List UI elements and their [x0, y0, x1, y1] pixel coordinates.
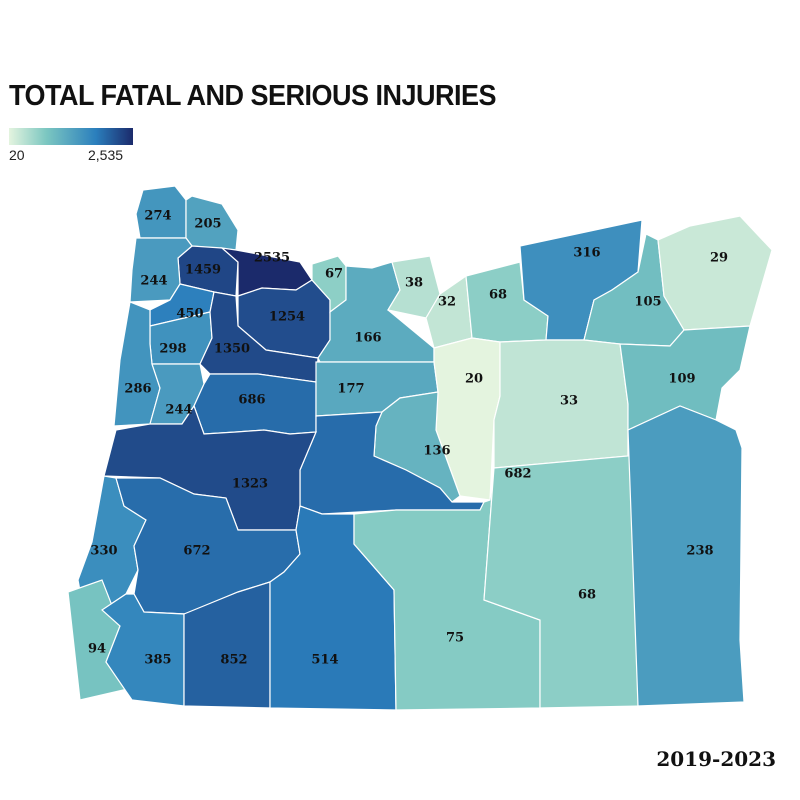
county-value-label: 94: [88, 642, 106, 657]
county-value-label: 1350: [214, 342, 250, 357]
county-value-label: 33: [560, 394, 578, 409]
county-109[interactable]: [619, 325, 751, 431]
date-range-label: 2019-2023: [656, 747, 776, 771]
county-value-label: 316: [573, 246, 600, 261]
county-value-label: 75: [446, 631, 464, 646]
county-value-label: 177: [337, 382, 364, 397]
county-value-label: 330: [90, 544, 117, 559]
county-value-label: 166: [354, 331, 381, 346]
county-value-label: 238: [686, 544, 713, 559]
county-value-label: 1323: [232, 477, 268, 492]
county-value-label: 298: [159, 342, 186, 357]
county-value-label: 67: [325, 267, 343, 282]
county-value-label: 1254: [269, 310, 305, 325]
county-514[interactable]: [269, 505, 397, 711]
county-value-label: 105: [634, 295, 661, 310]
county-value-label: 672: [183, 544, 210, 559]
county-value-label: 450: [176, 307, 203, 322]
county-value-label: 852: [220, 653, 247, 668]
county-29[interactable]: [657, 215, 773, 331]
county-value-label: 32: [438, 295, 456, 310]
legend-color-scale: [9, 128, 133, 145]
county-value-label: 686: [238, 393, 265, 408]
legend-min-label: 20: [9, 147, 25, 163]
county-value-label: 244: [165, 403, 192, 418]
county-value-label: 2535: [254, 251, 290, 266]
legend-max-label: 2,535: [88, 147, 124, 163]
county-value-label: 286: [124, 382, 151, 397]
county-238[interactable]: [627, 405, 745, 707]
county-value-label: 1459: [185, 263, 221, 278]
county-value-label: 29: [710, 251, 728, 266]
county-value-label: 682: [504, 467, 531, 482]
county-value-label: 68: [489, 288, 507, 303]
county-value-label: 274: [144, 209, 171, 224]
map-title: TOTAL FATAL AND SERIOUS INJURIES: [9, 80, 497, 112]
county-value-label: 20: [465, 372, 483, 387]
county-value-label: 385: [144, 653, 171, 668]
county-value-label: 38: [405, 276, 423, 291]
county-value-label: 68: [578, 588, 596, 603]
county-value-label: 244: [140, 274, 167, 289]
county-value-label: 109: [668, 372, 695, 387]
county-value-label: 136: [423, 444, 450, 459]
county-value-label: 205: [194, 217, 221, 232]
county-value-label: 514: [311, 653, 338, 668]
